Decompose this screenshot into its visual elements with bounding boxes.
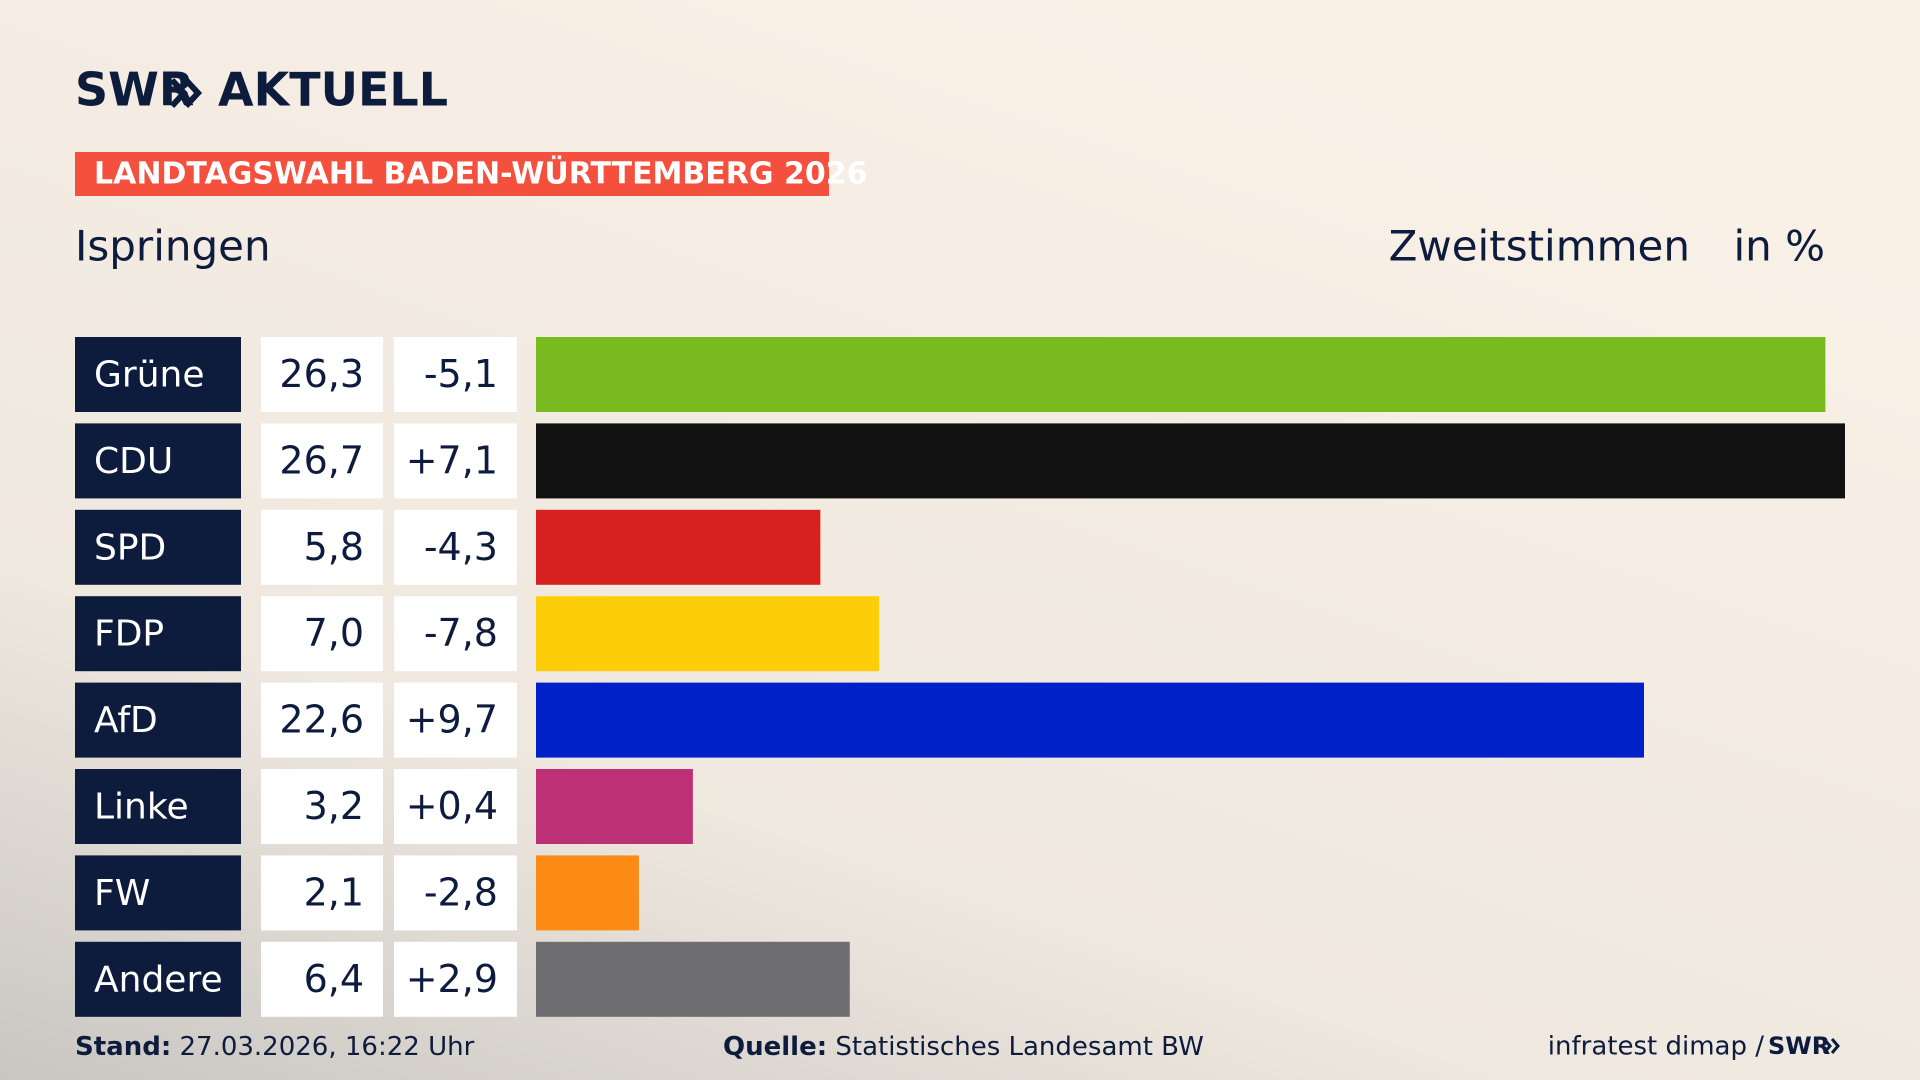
bar: [536, 596, 880, 672]
source: Statistisches Landesamt BW: [835, 1032, 1203, 1062]
party-label: Andere: [94, 959, 223, 1000]
party-label: Grüne: [94, 355, 204, 396]
brand: SWR: [75, 63, 194, 117]
value-label: 26,3: [279, 352, 364, 396]
party-box: [75, 682, 241, 758]
party-label: FDP: [94, 614, 164, 655]
subtitle: Ispringen: [75, 222, 271, 271]
change-label: -2,8: [424, 870, 498, 914]
change-box: [394, 941, 517, 1017]
source-label: Quelle:: [723, 1032, 827, 1062]
party-label: SPD: [94, 527, 166, 568]
change-label: -7,8: [424, 611, 498, 655]
value-label: 26,7: [279, 438, 364, 482]
change-label: +7,1: [406, 438, 498, 482]
party-box: [75, 941, 241, 1017]
stand-label: Stand:: [75, 1032, 171, 1062]
value-box: [261, 337, 383, 412]
party-label: AfD: [94, 700, 158, 741]
value-box: [261, 509, 383, 585]
change-label: +0,4: [406, 784, 498, 828]
title-box: [75, 152, 829, 196]
party-label: FW: [94, 873, 150, 914]
credit-chevrons: [1822, 1038, 1840, 1054]
footer-stand: Stand: 27.03.2026, 16:22 Uhr: [75, 1032, 475, 1062]
bar: [536, 941, 850, 1017]
party-box: [75, 769, 241, 844]
value-box: [261, 769, 383, 844]
change-box: [394, 682, 517, 758]
value-label: 5,8: [304, 525, 364, 569]
bar: [536, 855, 639, 931]
value-box: [261, 423, 383, 499]
value-label: 7,0: [304, 611, 364, 655]
bar: [536, 769, 693, 844]
party-label: CDU: [94, 441, 173, 482]
change-box: [394, 509, 517, 585]
value-label: 6,4: [304, 957, 364, 1001]
bar: [536, 423, 1845, 499]
credit: infratest dimap /: [1548, 1032, 1764, 1062]
party-box: [75, 596, 241, 672]
change-label: +9,7: [406, 698, 498, 742]
value-box: [261, 855, 383, 931]
change-label: -5,1: [424, 352, 498, 396]
party-label: Linke: [94, 787, 189, 828]
change-box: [394, 855, 517, 931]
value-label: 2,1: [304, 870, 364, 914]
chart-title: LANDTAGSWAHL BADEN-WÜRTTEMBERG 2026: [94, 155, 867, 192]
unit: in %: [1733, 222, 1825, 271]
bar: [536, 509, 821, 585]
change-box: [394, 337, 517, 412]
stand: 27.03.2026, 16:22 Uhr: [179, 1032, 474, 1062]
change-box: [394, 769, 517, 844]
party-box: [75, 423, 241, 499]
value-box: [261, 682, 383, 758]
value-box: [261, 596, 383, 672]
footer-source: Quelle: Statistisches Landesamt BW: [723, 1032, 1204, 1062]
bar: [536, 337, 1826, 412]
credit-brand: SWR: [1768, 1032, 1830, 1060]
value-label: 22,6: [279, 698, 364, 742]
party-box: [75, 337, 241, 412]
value-box: [261, 941, 383, 1017]
change-box: [394, 596, 517, 672]
brand-chevrons: [169, 77, 203, 109]
change-box: [394, 423, 517, 499]
measure: Zweitstimmen: [1389, 222, 1690, 271]
party-box: [75, 509, 241, 585]
party-box: [75, 855, 241, 931]
bar: [536, 682, 1644, 758]
brand-product: AKTUELL: [218, 63, 448, 117]
value-label: 3,2: [304, 784, 364, 828]
change-label: +2,9: [406, 957, 498, 1001]
change-label: -4,3: [424, 525, 498, 569]
